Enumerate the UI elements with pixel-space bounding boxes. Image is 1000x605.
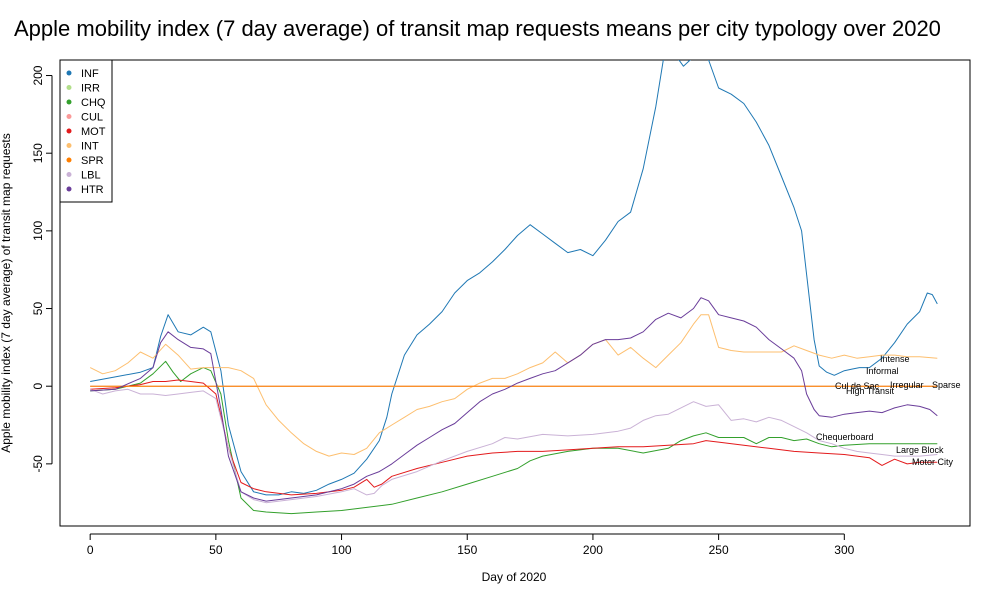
legend-label-inf: INF (81, 68, 99, 80)
end-label-int: Intense (880, 354, 910, 364)
legend-label-mot: MOT (81, 126, 106, 138)
legend-marker-spr (66, 157, 72, 163)
x-tick-label: 300 (834, 543, 854, 557)
x-tick-label: 150 (457, 543, 477, 557)
series-end-labels: Informal Irregular Chequerboard Cul de Sac M… (816, 354, 961, 467)
legend-label-cul: CUL (81, 112, 103, 124)
legend-marker-irr (66, 85, 72, 90)
x-tick-label: 100 (332, 543, 352, 557)
series-line-inf (90, 60, 938, 496)
end-label-mot: Motor City (912, 457, 954, 467)
plot-frame (59, 59, 971, 527)
end-label-spr: Sparse (932, 380, 961, 390)
end-label-htr: High Transit (846, 386, 895, 396)
y-axis: -50 0 50 100 150 200 (31, 65, 53, 473)
x-tick-label: 200 (583, 543, 603, 557)
series-line-lbl (90, 388, 938, 504)
series-line-htr (90, 297, 938, 502)
chart-title: Apple mobility index (7 day average) of … (14, 16, 941, 41)
y-tick-label: 200 (31, 65, 45, 85)
x-axis: 0 50 100 150 200 250 300 (87, 533, 855, 557)
legend-marker-cul (66, 114, 72, 119)
y-tick-label: -50 (31, 455, 45, 473)
legend: INF IRR CHQ CUL MOT INT SPR LBL HTR (59, 59, 113, 203)
legend-marker-htr (66, 186, 72, 192)
legend-label-irr: IRR (81, 83, 100, 95)
legend-marker-inf (66, 70, 72, 76)
y-tick-label: 50 (31, 302, 45, 316)
legend-label-int: INT (81, 141, 99, 153)
legend-label-spr: SPR (81, 155, 104, 167)
series-line-chq (90, 360, 938, 515)
x-tick-label: 250 (709, 543, 729, 557)
x-tick-label: 50 (209, 543, 223, 557)
end-label-inf: Informal (866, 366, 899, 376)
series-layer (89, 60, 938, 515)
legend-label-htr: HTR (81, 184, 104, 196)
legend-marker-mot (66, 128, 72, 134)
y-tick-label: 100 (31, 221, 45, 241)
legend-label-chq: CHQ (81, 97, 106, 109)
end-label-irr: Irregular (890, 380, 924, 390)
legend-marker-chq (66, 99, 72, 105)
end-label-chq: Chequerboard (816, 432, 874, 442)
end-label-lbl: Large Block (896, 445, 944, 455)
y-tick-label: 150 (31, 143, 45, 163)
x-axis-label: Day of 2020 (482, 570, 547, 584)
end-label-cul: Cul de Sac (835, 381, 880, 391)
legend-label-lbl: LBL (81, 170, 101, 182)
y-tick-label: 0 (31, 383, 45, 390)
series-line-mot (90, 379, 938, 496)
x-tick-label: 0 (87, 543, 94, 557)
y-axis-label: Apple mobility index (7 day average) of … (0, 133, 13, 453)
legend-marker-int (66, 143, 72, 148)
series-line-int (89, 314, 938, 457)
legend-marker-lbl (66, 172, 72, 177)
